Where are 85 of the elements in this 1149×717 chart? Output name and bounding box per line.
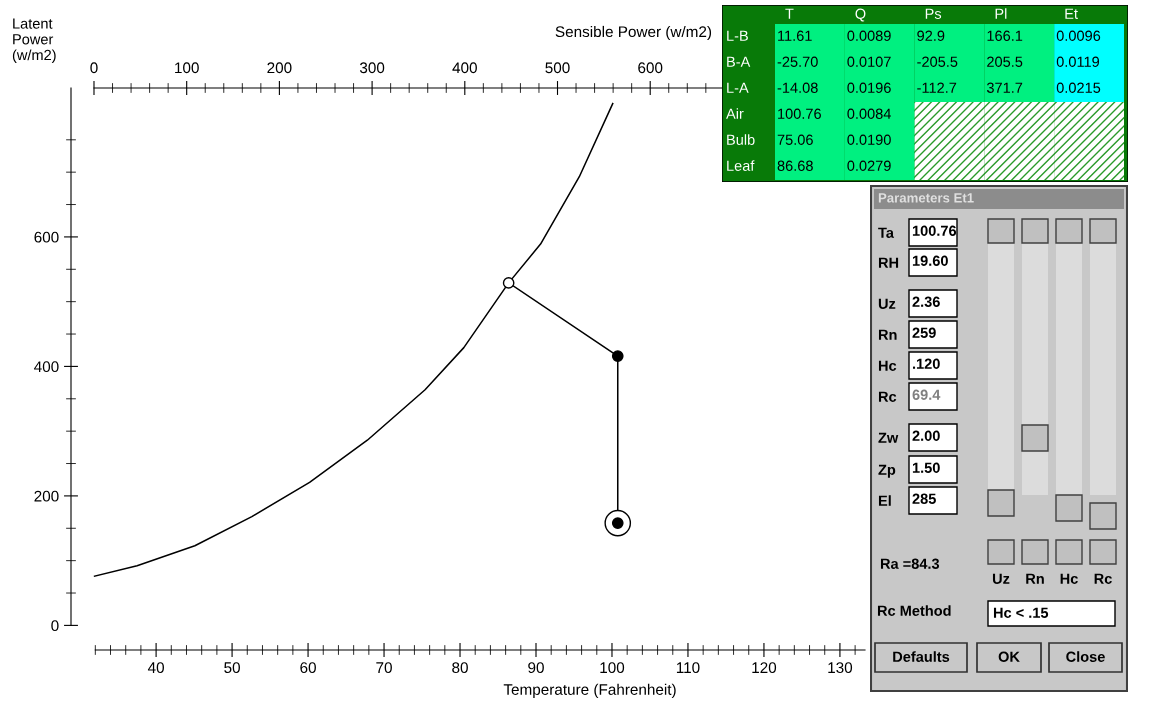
x-tick-label: 130 [828, 662, 853, 674]
text: 100.76 [912, 225, 957, 236]
text: 11.61 [778, 30, 812, 41]
text: Rc [1094, 573, 1112, 584]
text: Close [1066, 651, 1105, 662]
category-label: Pl [995, 8, 1007, 19]
x-tick-label: 120 [752, 662, 777, 674]
y-tick-label: 0 [51, 620, 59, 632]
text: 2.00 [912, 430, 940, 441]
text: 0.0215 [1056, 82, 1101, 93]
category-label: Air [726, 108, 744, 119]
text: 0.0279 [847, 160, 891, 171]
x2-tick-label: 300 [359, 62, 385, 74]
text: 166.1 [987, 30, 1023, 41]
text: 285 [912, 493, 936, 504]
text: Parameters Et1 [878, 193, 974, 203]
category-label: Rc [878, 391, 897, 402]
x2-tick-label: 200 [267, 62, 292, 74]
text: -112.7 [917, 82, 957, 93]
x-tick-label: 100 [600, 662, 625, 674]
category-label: Hc [878, 360, 897, 371]
text: 0.0107 [847, 56, 891, 67]
text: Rn [1026, 573, 1044, 584]
text: 259 [912, 327, 936, 338]
x2-tick-label: 500 [545, 62, 570, 74]
text: 92.9 [917, 30, 945, 41]
x-tick-label: 70 [376, 662, 392, 674]
category-label: Rn [878, 329, 897, 340]
x-tick-label: 50 [224, 662, 240, 674]
category-label: El [878, 495, 891, 506]
text: 100.76 [778, 108, 821, 119]
text: 0.0119 [1056, 56, 1100, 67]
category-label: Zw [878, 432, 899, 443]
x2-tick-label: 600 [638, 62, 663, 74]
text: -205.5 [917, 56, 958, 67]
text: OK [998, 651, 1020, 662]
x-tick-label: 90 [528, 662, 544, 674]
text: 0.0096 [1056, 30, 1101, 41]
text: 205.5 [987, 56, 1023, 67]
x-axis-title: Temperature (Fahrenheit) [503, 683, 676, 698]
x2-axis-title: Sensible Power (w/m2) [555, 25, 712, 41]
text: 0.0084 [847, 108, 891, 119]
x2-tick-label: 100 [175, 62, 199, 74]
category-label: RH [878, 257, 899, 268]
category-label: Uz [878, 298, 896, 309]
text: .120 [912, 358, 940, 369]
text: 0.0190 [847, 134, 891, 145]
text: 0.0196 [847, 82, 891, 93]
category-label: Zp [878, 464, 896, 478]
text: 0.0089 [847, 30, 891, 41]
x-tick-label: 40 [147, 662, 164, 674]
y-axis-title: Latent Power (w/m2) [12, 18, 56, 63]
y-tick-label: 200 [34, 490, 59, 502]
x2-tick-label: 400 [452, 62, 477, 74]
x-tick-label: 60 [300, 662, 316, 674]
category-label: Ta [878, 227, 895, 238]
text: Defaults [893, 651, 950, 662]
category-label: B-A [727, 56, 751, 67]
text: 19.60 [912, 255, 948, 266]
text: Hc < .15 [993, 607, 1049, 618]
text: Rc Method [877, 605, 951, 616]
category-label: Et [1065, 8, 1078, 19]
x-tick-label: 80 [452, 662, 468, 674]
category-label: Ps [925, 8, 942, 19]
category-label: Leaf [727, 160, 755, 171]
x2-tick-label: 0 [90, 62, 98, 74]
text: Hc [1060, 573, 1078, 584]
category-label: L-A [727, 82, 749, 93]
text: 371.7 [986, 82, 1023, 93]
category-label: Bulb [727, 134, 755, 145]
text: 75.06 [777, 134, 813, 145]
text: Uz [992, 573, 1010, 584]
text: -25.70 [777, 56, 818, 67]
text: Ra =84.3 [880, 558, 940, 569]
text: 1.50 [912, 462, 940, 473]
x-tick-label: 110 [676, 662, 700, 674]
category-label: T [785, 8, 794, 19]
text: 69.4 [912, 389, 941, 400]
category-label: L-B [727, 30, 748, 41]
y-tick-label: 400 [34, 361, 59, 373]
category-label: Q [855, 8, 866, 22]
text: 86.68 [777, 160, 813, 171]
text: -14.08 [777, 82, 818, 93]
y-tick-label: 600 [34, 231, 59, 243]
text: 2.36 [912, 296, 940, 307]
